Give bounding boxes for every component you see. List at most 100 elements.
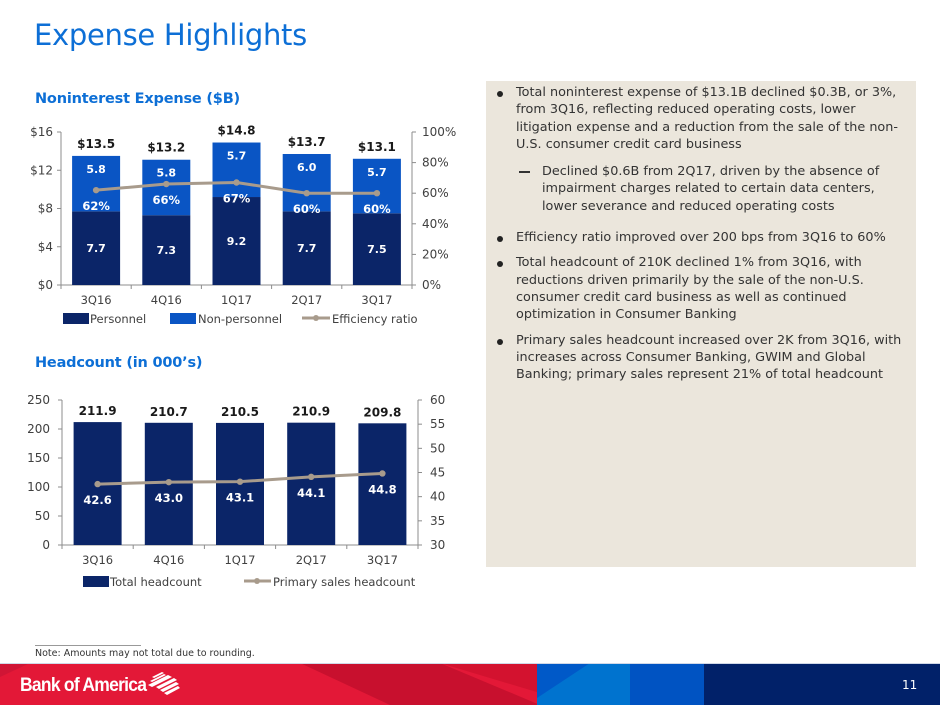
non-personnel-data-label: 5.7 xyxy=(367,166,387,179)
personnel-data-label: 9.2 xyxy=(227,235,247,248)
page-number: 11 xyxy=(902,678,918,692)
bar-total-headcount xyxy=(287,422,336,545)
bar-non-personnel xyxy=(212,142,261,198)
y-tick-label: $4 xyxy=(38,240,53,254)
y2-tick-label: 30 xyxy=(430,538,445,552)
total-data-label: $13.1 xyxy=(358,140,396,154)
total-data-label: $13.2 xyxy=(147,141,185,155)
bar-non-personnel xyxy=(282,153,331,212)
bar-total-headcount xyxy=(358,423,407,545)
bullet-item: Primary sales headcount increased over 2… xyxy=(486,332,911,384)
x-tick-label: 1Q17 xyxy=(221,293,252,307)
y-tick-label: 200 xyxy=(27,422,50,436)
footer-navy-band xyxy=(704,663,940,705)
y2-tick-label: 60% xyxy=(422,186,449,200)
x-tick-label: 3Q17 xyxy=(361,293,392,307)
x-tick-label: 4Q16 xyxy=(153,553,184,567)
legend-swatch-non-personnel xyxy=(170,313,196,324)
efficiency-ratio-point xyxy=(233,179,240,186)
bar-non-personnel xyxy=(72,155,121,212)
y2-tick-label: 80% xyxy=(422,156,449,170)
legend-label-efficiency: Efficiency ratio xyxy=(332,312,418,326)
y-tick-label: $0 xyxy=(38,278,53,292)
bar-personnel xyxy=(352,213,401,285)
y2-tick-label: 35 xyxy=(430,514,445,528)
y2-tick-label: 0% xyxy=(422,278,441,292)
commentary-panel xyxy=(486,81,916,567)
x-tick-label: 3Q16 xyxy=(82,553,113,567)
x-tick-label: 4Q16 xyxy=(151,293,182,307)
footnote: Note: Amounts may not total due to round… xyxy=(35,648,255,659)
headcount-chart: 0 50 100 150 200 250 30 35 40 45 50 55 60 211.9 42.6 3Q… xyxy=(27,393,445,589)
bullet-text: Primary sales headcount increased over 2… xyxy=(516,332,902,383)
bar-personnel xyxy=(282,211,331,285)
bullet-dot-icon xyxy=(497,236,503,243)
primary-sales-data-label: 43.0 xyxy=(155,491,183,505)
y-tick-label: 150 xyxy=(27,451,50,465)
bar-non-personnel xyxy=(352,158,401,214)
total-headcount-data-label: 209.8 xyxy=(363,405,401,419)
y-tick-label: $8 xyxy=(38,202,53,216)
efficiency-ratio-point xyxy=(163,180,170,188)
bar-personnel xyxy=(72,211,121,285)
bullet-text: Total headcount of 210K declined 1% from… xyxy=(516,255,864,323)
primary-sales-point xyxy=(94,480,101,488)
footer-mid-blue-band xyxy=(630,663,705,705)
personnel-data-label: 7.3 xyxy=(157,244,177,257)
primary-sales-data-label: 43.1 xyxy=(226,491,254,505)
y-tick-label: 0 xyxy=(42,538,50,552)
y2-tick-label: 20% xyxy=(422,247,449,261)
total-data-label: $13.5 xyxy=(77,137,115,151)
bullet-dot-icon xyxy=(497,338,503,345)
bullet-dot-icon xyxy=(497,91,503,97)
commentary-bullets: Total noninterest expense of $13.1B decl… xyxy=(486,84,911,391)
page-title: Expense Highlights xyxy=(34,18,307,52)
footer-red-accent xyxy=(300,663,540,705)
efficiency-data-label: 62% xyxy=(82,199,110,213)
efficiency-data-label: 66% xyxy=(153,193,181,207)
legend-label-total-headcount: Total headcount xyxy=(109,575,202,589)
bar-personnel xyxy=(142,215,191,285)
primary-sales-point xyxy=(165,478,172,486)
primary-sales-point xyxy=(236,478,244,485)
efficiency-ratio-point xyxy=(373,190,381,197)
footnote-divider xyxy=(35,645,141,646)
expense-chart-title: Noninterest Expense ($B) xyxy=(35,91,240,107)
noninterest-expense-chart: $0 $4 $8 $12 $16 0% 20% 40% 60% 80% 100% 7.7 5.8 $13.… xyxy=(30,124,456,326)
non-personnel-data-label: 5.8 xyxy=(86,163,106,176)
headcount-chart-title: Headcount (in 000’s) xyxy=(35,355,203,371)
flag-logo-icon xyxy=(148,672,180,695)
footer-red-accent xyxy=(440,663,540,693)
dash-icon xyxy=(519,171,530,174)
non-personnel-data-label: 5.7 xyxy=(227,150,247,163)
y-tick-label: $16 xyxy=(30,125,53,139)
legend-marker-primary-sales xyxy=(254,578,260,584)
y-tick-label: 100 xyxy=(27,480,50,494)
sub-bullet-item: Declined $0.6B from 2Q17, driven by the … xyxy=(486,163,911,215)
x-tick-label: 3Q16 xyxy=(81,293,112,307)
total-headcount-data-label: 210.9 xyxy=(292,405,330,419)
y-tick-label: 250 xyxy=(27,393,50,407)
legend-marker-efficiency xyxy=(313,315,319,321)
bar-non-personnel xyxy=(142,159,191,216)
bullet-item: Total noninterest expense of $13.1B decl… xyxy=(486,84,911,153)
primary-sales-data-label: 44.8 xyxy=(368,482,396,496)
primary-sales-data-label: 44.1 xyxy=(297,486,325,500)
x-tick-label: 2Q17 xyxy=(296,553,327,567)
personnel-data-label: 7.5 xyxy=(367,243,387,256)
y2-tick-label: 40 xyxy=(430,490,445,504)
y2-tick-label: 60 xyxy=(430,393,445,407)
bullet-item: Efficiency ratio improved over 200 bps f… xyxy=(486,229,911,246)
efficiency-data-label: 60% xyxy=(363,202,391,216)
total-headcount-data-label: 210.5 xyxy=(221,405,259,419)
legend-label-personnel: Personnel xyxy=(90,312,146,326)
efficiency-ratio-point xyxy=(303,190,310,197)
y2-tick-label: 100% xyxy=(422,125,456,139)
total-headcount-data-label: 210.7 xyxy=(150,405,188,419)
primary-sales-data-label: 42.6 xyxy=(83,493,111,507)
legend-swatch-personnel xyxy=(63,313,89,324)
bullet-text: Total noninterest expense of $13.1B decl… xyxy=(516,85,898,152)
footer-red-accent xyxy=(0,663,30,677)
total-headcount-data-label: 211.9 xyxy=(79,404,117,418)
bullet-item: Total headcount of 210K declined 1% from… xyxy=(486,254,911,323)
